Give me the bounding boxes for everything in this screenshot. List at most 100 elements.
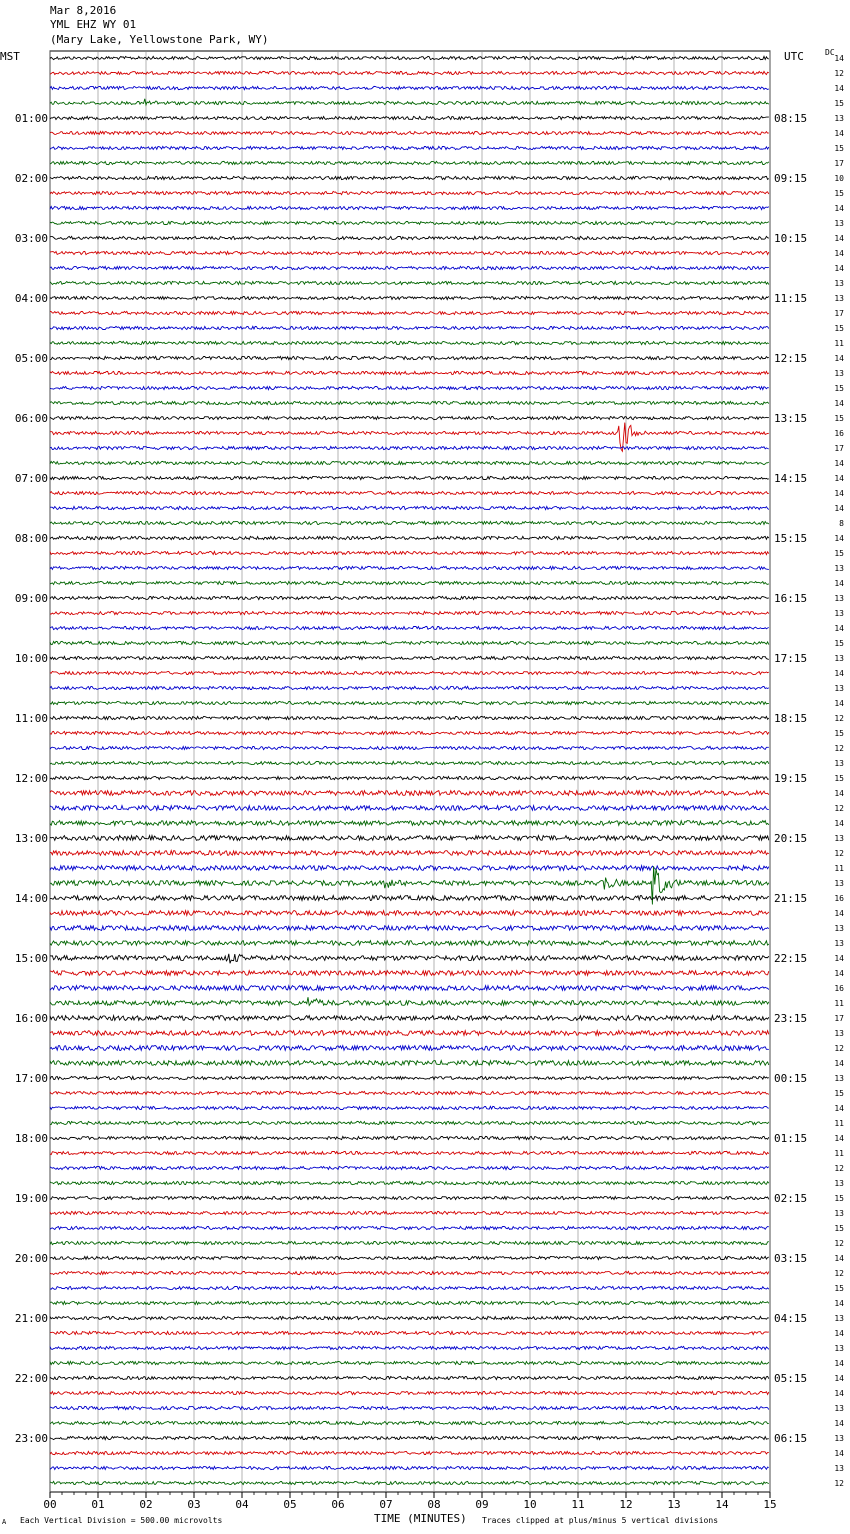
dc-offset-49: 14 [834,789,844,798]
dc-offset-41: 14 [834,669,844,678]
x-tick-label-07: 07 [379,1498,392,1511]
trace-row-55 [49,866,770,905]
dc-offset-22: 15 [834,384,844,393]
dc-offset-1: 12 [834,69,844,78]
dc-offset-62: 16 [834,984,844,993]
x-tick-label-12: 12 [619,1498,632,1511]
dc-offset-13: 14 [834,249,844,258]
trace-row-47 [49,760,770,766]
trace-row-56 [50,894,770,903]
dc-offset-21: 13 [834,369,844,378]
right-hour-label-5: 13:15 [774,412,807,425]
dc-offset-36: 13 [834,594,844,603]
trace-row-49 [49,789,770,797]
right-hour-label-13: 21:15 [774,892,807,905]
dc-offset-32: 14 [834,534,844,543]
left-hour-label-1: 02:00 [15,172,48,185]
x-tick-label-01: 01 [91,1498,104,1511]
trace-row-51 [49,819,770,828]
trace-row-18 [49,325,770,331]
trace-row-59 [49,939,770,947]
left-hour-label-17: 18:00 [15,1132,48,1145]
dc-offset-47: 13 [834,759,844,768]
dc-offset-59: 13 [834,939,844,948]
trace-row-41 [49,670,770,676]
right-hour-label-12: 20:15 [774,832,807,845]
dc-offset-58: 13 [834,924,844,933]
dc-offset-28: 14 [834,474,844,483]
trace-row-64 [49,1013,770,1022]
trace-row-72 [49,1135,770,1141]
dc-offset-94: 13 [834,1464,844,1473]
trace-row-75 [49,1180,770,1186]
dc-offset-79: 12 [834,1239,844,1248]
right-hour-label-19: 03:15 [774,1252,807,1265]
right-hour-label-6: 14:15 [774,472,807,485]
right-hour-label-11: 19:15 [774,772,807,785]
trace-row-86 [49,1345,770,1351]
clip-note: Traces clipped at plus/minus 5 vertical … [482,1516,719,1525]
dc-offset-44: 12 [834,714,844,723]
dc-offset-74: 12 [834,1164,844,1173]
trace-row-53 [49,849,770,857]
trace-row-5 [49,130,769,136]
trace-row-80 [49,1255,769,1261]
x-tick-label-02: 02 [139,1498,152,1511]
dc-offset-91: 14 [834,1419,844,1428]
left-hour-label-3: 04:00 [15,292,48,305]
right-hour-label-9: 17:15 [774,652,807,665]
dc-offset-63: 11 [834,999,844,1008]
right-hour-label-7: 15:15 [774,532,807,545]
dc-offset-46: 12 [834,744,844,753]
x-tick-label-09: 09 [475,1498,488,1511]
trace-row-20 [49,355,769,361]
trace-row-50 [49,803,769,812]
right-hour-label-16: 00:15 [774,1072,807,1085]
trace-row-31 [49,520,770,526]
trace-row-0 [49,55,769,61]
trace-row-25 [49,422,769,453]
trace-row-78 [49,1225,769,1231]
dc-offset-39: 15 [834,639,844,648]
dc-offset-6: 15 [834,144,844,153]
trace-row-3 [49,98,770,107]
right-hour-label-1: 09:15 [774,172,807,185]
dc-offset-71: 11 [834,1119,844,1128]
dc-offset-73: 11 [834,1149,844,1158]
x-tick-label-08: 08 [427,1498,440,1511]
trace-row-38 [49,625,769,631]
trace-row-10 [49,205,770,211]
trace-row-90 [49,1405,770,1411]
dc-offset-54: 11 [834,864,844,873]
left-hour-label-7: 08:00 [15,532,48,545]
dc-offset-56: 16 [834,894,844,903]
dc-offset-68: 13 [834,1074,844,1083]
trace-row-84 [49,1315,769,1321]
trace-row-60 [49,953,770,964]
trace-row-1 [49,70,770,76]
station-code: YML EHZ WY 01 [50,18,137,31]
trace-row-89 [49,1390,770,1396]
trace-row-44 [49,715,770,721]
scale-note: Each Vertical Division = 500.00 microvol… [20,1516,223,1525]
dc-offset-53: 12 [834,849,844,858]
trace-row-67 [49,1059,770,1067]
dc-offset-83: 14 [834,1299,844,1308]
dc-offset-34: 13 [834,564,844,573]
dc-offset-48: 15 [834,774,844,783]
dc-offset-14: 14 [834,264,844,273]
dc-offset-7: 17 [834,159,844,168]
trace-row-14 [49,265,769,271]
left-hour-label-5: 06:00 [15,412,48,425]
left-hour-label-2: 03:00 [15,232,48,245]
dc-offset-5: 14 [834,129,844,138]
dc-offset-35: 14 [834,579,844,588]
dc-offset-76: 15 [834,1194,844,1203]
trace-row-74 [49,1165,770,1171]
left-timezone-label: MST [0,50,20,63]
trace-row-62 [49,984,770,992]
trace-row-37 [50,610,770,616]
dc-offset-18: 15 [834,324,844,333]
trace-row-68 [49,1075,769,1081]
dc-offset-89: 14 [834,1389,844,1398]
